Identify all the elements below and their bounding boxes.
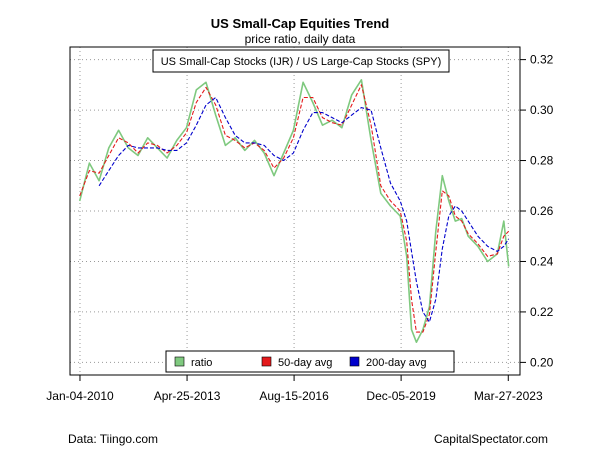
- legend-swatch-ratio: [174, 356, 185, 367]
- legend-label-200day: 200-day avg: [366, 357, 427, 369]
- x-tick-label: Apr-25-2013: [154, 389, 221, 403]
- y-tick-label: 0.32: [530, 53, 554, 67]
- chart-title: US Small-Cap Equities Trend: [211, 16, 389, 31]
- y-tick-label: 0.28: [530, 154, 554, 168]
- legend-box: [165, 350, 455, 373]
- legend-label-50day: 50-day avg: [278, 357, 332, 369]
- y-tick-label: 0.20: [530, 355, 554, 369]
- data-source-text: Data: Tiingo.com: [68, 432, 158, 446]
- x-tick-label: Aug-15-2016: [259, 389, 329, 403]
- series-line-200-day-avg: [98, 96, 510, 323]
- series-line-ratio: [78, 79, 510, 343]
- credit-text: CapitalSpectator.com: [434, 432, 548, 446]
- x-tick-label: Jan-04-2010: [46, 389, 114, 403]
- ratio-label-text: US Small-Cap Stocks (IJR) / US Large-Cap…: [161, 56, 442, 68]
- x-tick-label: Dec-05-2019: [366, 389, 436, 403]
- legend-label-ratio: ratio: [191, 357, 212, 369]
- legend-swatch-50day: [261, 356, 272, 367]
- y-tick-label: 0.24: [530, 254, 554, 268]
- x-axis: Jan-04-2010 Apr-25-2013 Aug-15-2016 Dec-05-…: [46, 375, 543, 403]
- chart-subtitle: price ratio, daily data: [245, 32, 356, 46]
- x-tick-label: Mar-27-2023: [474, 389, 543, 403]
- y-axis: 0.20 0.22 0.24 0.26 0.28 0.30 0.32: [520, 53, 554, 369]
- y-tick-label: 0.30: [530, 103, 554, 117]
- series-lines: [78, 79, 510, 343]
- series-line-50-day-avg: [79, 84, 510, 333]
- legend-swatch-200day: [349, 356, 360, 367]
- ratio-label-box: [152, 49, 450, 73]
- y-tick-label: 0.22: [530, 305, 554, 319]
- y-tick-label: 0.26: [530, 204, 554, 218]
- legend: ratio 50-day avg 200-day avg: [165, 350, 455, 373]
